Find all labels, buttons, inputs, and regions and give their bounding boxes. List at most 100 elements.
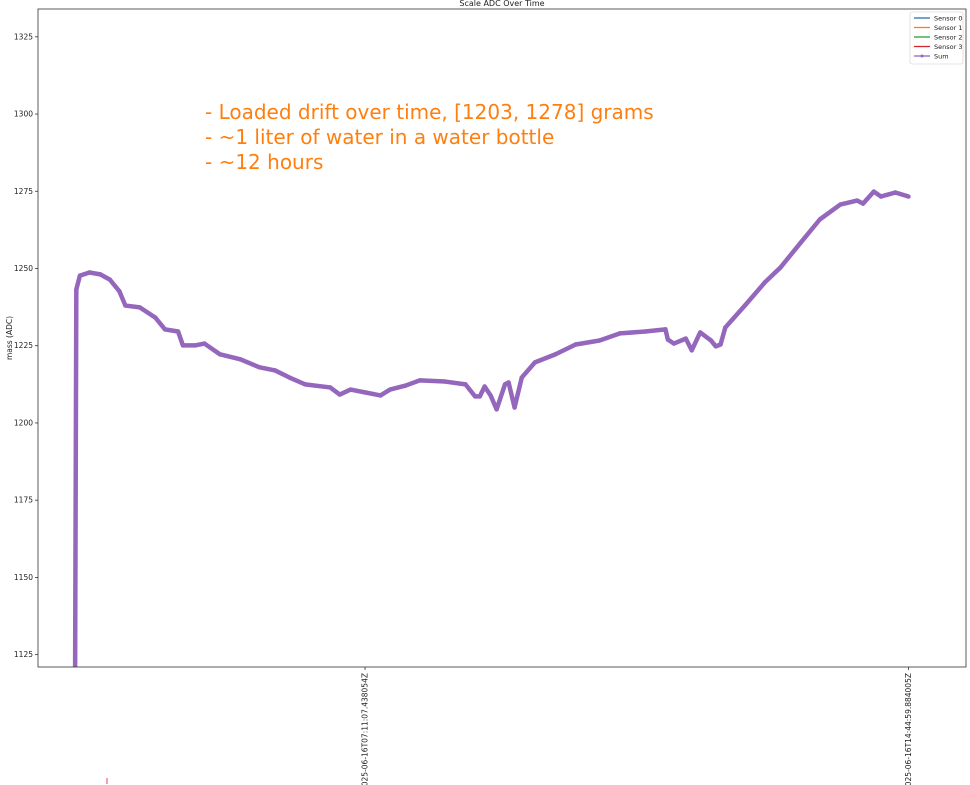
data-point [202, 341, 207, 346]
data-point [671, 341, 677, 346]
data-point [117, 289, 122, 294]
data-point [798, 240, 803, 245]
data-point [762, 280, 768, 285]
data-point [403, 383, 408, 388]
plot-area [72, 189, 911, 667]
y-tick-label: 1150 [14, 573, 33, 582]
data-point [488, 393, 493, 398]
data-point [878, 194, 884, 199]
data-point [477, 394, 483, 399]
data-point [180, 343, 186, 348]
data-point [778, 265, 783, 270]
data-point [893, 190, 898, 195]
y-tick-label: 1300 [14, 110, 33, 119]
data-point [162, 327, 168, 332]
y-ticks: 1125 1150 1175 1200 1225 1250 1275 1300 1325 [14, 32, 38, 659]
data-point [573, 342, 578, 347]
annotation-line-2: - ~1 liter of water in a water bottle [205, 125, 554, 149]
y-axis-label: mass (ADC) [5, 316, 14, 360]
legend-label: Sensor 3 [934, 43, 962, 51]
legend-label: Sensor 2 [934, 33, 962, 41]
series-sum [72, 189, 911, 667]
data-point [98, 272, 103, 277]
y-tick-label: 1225 [14, 341, 33, 350]
data-point [838, 202, 843, 207]
data-point [348, 387, 353, 392]
series-line [72, 189, 910, 667]
data-point [708, 338, 714, 343]
data-point [663, 327, 668, 332]
data-point [442, 379, 448, 384]
data-point [272, 368, 278, 373]
data-point [107, 277, 113, 282]
data-point [74, 287, 79, 292]
data-point [723, 325, 728, 330]
data-point [153, 315, 158, 320]
data-point [494, 407, 499, 412]
data-point [617, 331, 623, 336]
data-point [906, 194, 911, 199]
data-point [123, 303, 128, 308]
data-point [553, 352, 558, 357]
data-point [506, 380, 511, 385]
data-point [642, 329, 648, 334]
data-point [257, 365, 262, 370]
data-point [175, 329, 181, 334]
data-point [137, 305, 142, 310]
data-point [77, 273, 83, 278]
data-point [532, 360, 538, 365]
data-point [743, 302, 748, 307]
data-point [387, 387, 393, 392]
legend-marker [920, 54, 924, 58]
data-point [287, 375, 292, 380]
data-point [87, 270, 92, 275]
data-point [683, 336, 689, 341]
data-point [337, 392, 342, 397]
data-point [72, 664, 78, 667]
annotation-block: - Loaded drift over time, [1203, 1278] g… [205, 100, 654, 174]
data-point [362, 390, 368, 395]
y-tick-label: 1125 [14, 650, 33, 659]
data-point [519, 375, 524, 380]
legend-box [909, 11, 964, 65]
y-tick-label: 1250 [14, 264, 33, 273]
data-point [302, 382, 308, 387]
data-point [697, 330, 703, 335]
data-point [417, 378, 423, 383]
legend-label: Sensor 1 [934, 24, 962, 32]
data-point [463, 382, 468, 387]
data-point [713, 344, 718, 349]
data-point [327, 385, 333, 390]
data-point [192, 343, 198, 348]
y-tick-label: 1325 [14, 32, 33, 41]
data-point [597, 338, 602, 343]
data-point [689, 348, 694, 353]
x-tick-label: 2025-06-16T14:44:59.884005Z [904, 673, 913, 785]
data-point [860, 201, 866, 206]
data-point [871, 189, 876, 194]
x-ticks: 2025-06-16T07:11:07.438054Z 2025-06-16T14… [361, 667, 913, 785]
legend-label: Sensor 0 [934, 14, 962, 22]
axes-frame [37, 8, 967, 668]
y-tick-label: 1200 [14, 418, 33, 427]
data-point [502, 382, 508, 387]
chart-title: Scale ADC Over Time [459, 0, 544, 8]
data-point [817, 217, 823, 222]
data-point [665, 337, 671, 342]
annotation-line-3: - ~12 hours [205, 150, 323, 174]
data-point [718, 342, 723, 347]
data-point [238, 357, 243, 362]
x-tick-label: 2025-06-16T07:11:07.438054Z [361, 673, 370, 785]
y-tick-label: 1275 [14, 187, 33, 196]
legend-label: Sum [934, 52, 949, 60]
data-point [854, 198, 860, 203]
data-point [472, 394, 478, 399]
y-tick-label: 1175 [14, 496, 33, 505]
data-point [482, 384, 487, 389]
data-point [217, 352, 223, 357]
data-point [378, 393, 383, 398]
data-point [512, 405, 517, 410]
annotation-line-1: - Loaded drift over time, [1203, 1278] g… [205, 100, 654, 124]
